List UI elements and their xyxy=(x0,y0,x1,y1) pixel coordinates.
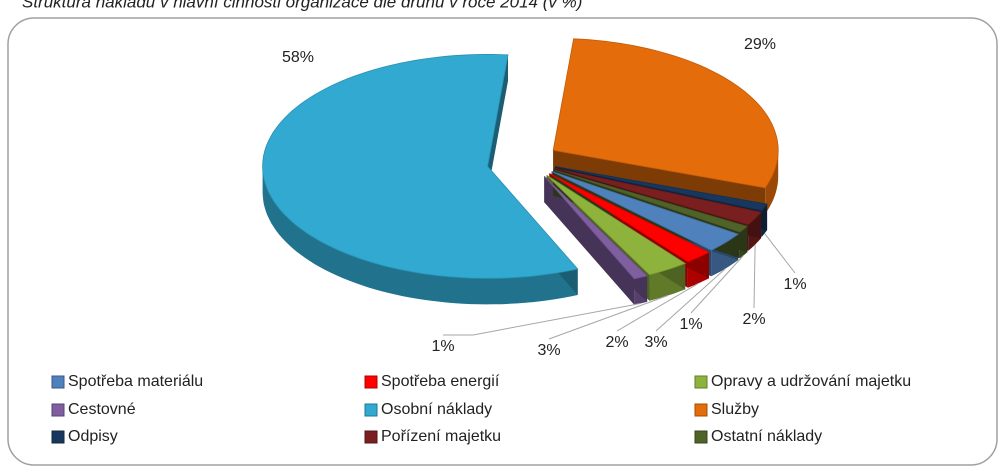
legend-label: Pořízení majetku xyxy=(381,428,501,445)
legend-swatch xyxy=(694,430,708,444)
legend-swatch xyxy=(694,403,708,417)
legend-swatch xyxy=(364,403,378,417)
slice xyxy=(555,166,768,212)
legend-swatch xyxy=(694,375,708,389)
slice xyxy=(549,173,710,263)
title-background xyxy=(20,0,840,14)
legend-swatch xyxy=(364,375,378,389)
data-label: 2% xyxy=(605,334,628,351)
data-label: 58% xyxy=(282,49,314,66)
slice-inner-side xyxy=(487,54,509,193)
legend-label: Osobní náklady xyxy=(381,401,492,418)
leader-line xyxy=(764,233,796,274)
legend-label: Cestovné xyxy=(68,401,136,418)
slice xyxy=(551,171,740,251)
slice xyxy=(546,174,687,276)
data-label: 1% xyxy=(431,338,454,355)
leader-line xyxy=(690,254,745,314)
slice xyxy=(552,38,779,189)
leader-line xyxy=(753,244,756,309)
data-label: 3% xyxy=(537,342,560,359)
slice xyxy=(553,169,749,233)
chart-title: Struktura nákladů v hlavní činnosti orga… xyxy=(22,0,582,11)
leader-line xyxy=(443,302,641,336)
slice xyxy=(262,54,579,279)
legend-swatch xyxy=(51,375,65,389)
data-label: 3% xyxy=(644,334,667,351)
legend-label: Spotřeba energií xyxy=(381,373,500,390)
leader-line xyxy=(655,268,726,332)
slice-inner-side xyxy=(544,176,635,305)
leader-line xyxy=(548,295,669,340)
legend-swatch xyxy=(364,430,378,444)
leader-line xyxy=(616,282,699,332)
slice-side xyxy=(765,150,779,214)
legend-label: Služby xyxy=(711,401,759,418)
slice-tops xyxy=(262,38,779,280)
slice-side xyxy=(262,166,578,305)
data-label: 1% xyxy=(679,316,702,333)
data-label: 29% xyxy=(744,36,776,53)
slice xyxy=(554,167,762,226)
slice xyxy=(543,175,648,280)
data-label: 1% xyxy=(783,276,806,293)
data-label: 2% xyxy=(742,311,765,328)
legend-label: Ostatní náklady xyxy=(711,428,822,445)
legend-label: Spotřeba materiálu xyxy=(68,373,203,390)
legend-swatch xyxy=(51,430,65,444)
legend-label: Odpisy xyxy=(68,428,118,445)
legend-swatch xyxy=(51,403,65,417)
legend-label: Opravy a udržování majetku xyxy=(711,373,911,390)
